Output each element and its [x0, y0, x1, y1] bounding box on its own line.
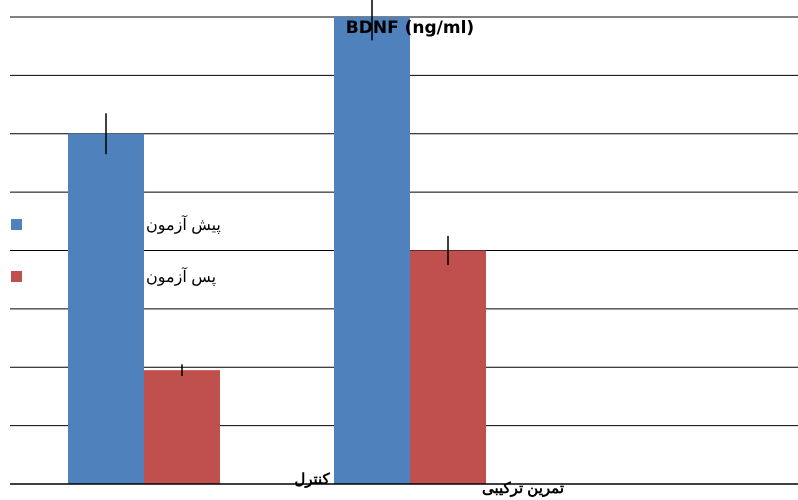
bars-layer	[68, 17, 486, 484]
bar-posttest-control	[144, 370, 220, 484]
category-label: تمرین ترکیبی	[482, 480, 564, 497]
bar-pretest-control	[68, 133, 144, 484]
legend-label: پیش آزمون	[146, 214, 221, 234]
bar-pretest-combined-training	[334, 17, 410, 484]
legend: پیش آزمون پس آزمون	[11, 214, 221, 286]
category-marker	[336, 468, 343, 479]
chart-title: BDNF (ng/ml)	[346, 18, 474, 38]
category-label: کنترل	[294, 471, 330, 488]
error-bars-layer	[105, 0, 449, 377]
bar-posttest-combined-training	[410, 250, 486, 484]
legend-swatch	[11, 219, 22, 230]
legend-swatch	[11, 271, 22, 282]
category-labels: کنترل تمرین ترکیبی	[294, 468, 564, 497]
legend-label: پس آزمون	[146, 266, 216, 286]
